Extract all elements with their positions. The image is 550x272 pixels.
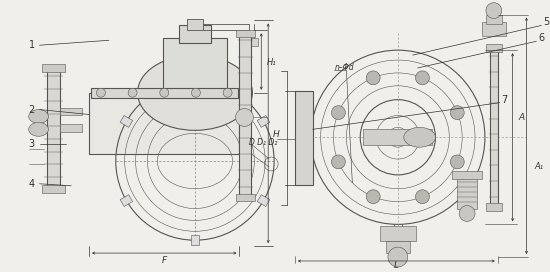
Circle shape (235, 109, 254, 126)
Circle shape (415, 190, 430, 204)
Bar (380, 226, 416, 241)
Bar (165, 40, 224, 70)
Circle shape (160, 88, 169, 97)
Circle shape (486, 3, 502, 18)
Bar (452, 171, 482, 179)
Circle shape (332, 155, 345, 169)
Bar (486, 203, 502, 211)
Bar (457, 174, 477, 209)
Circle shape (96, 88, 106, 97)
Circle shape (366, 71, 380, 85)
Text: 2: 2 (29, 104, 35, 115)
Text: H₁: H₁ (267, 58, 277, 67)
Text: 3: 3 (29, 139, 35, 149)
Bar (486, 44, 502, 52)
Circle shape (388, 247, 408, 267)
Bar (244, 38, 258, 46)
Polygon shape (191, 235, 199, 245)
Bar (239, 32, 251, 196)
Text: n–Φd: n–Φd (334, 63, 354, 73)
Bar (295, 91, 313, 185)
Text: 5: 5 (543, 17, 549, 27)
Ellipse shape (29, 122, 48, 136)
Bar (363, 129, 432, 145)
Circle shape (366, 190, 380, 204)
Text: F: F (162, 256, 167, 265)
Circle shape (450, 106, 464, 120)
Text: A₁: A₁ (535, 162, 543, 171)
Bar (235, 194, 255, 201)
Text: 1: 1 (29, 40, 35, 50)
Text: L: L (393, 261, 398, 270)
Bar (42, 64, 65, 72)
Text: 4: 4 (29, 179, 35, 189)
Bar (386, 241, 410, 253)
Bar (482, 23, 505, 36)
Polygon shape (257, 116, 270, 127)
Text: D D₁ D₂: D D₁ D₂ (249, 138, 277, 147)
Text: 7: 7 (502, 95, 508, 105)
Circle shape (191, 88, 200, 97)
Bar (60, 124, 82, 132)
Bar (163, 38, 227, 89)
Bar (486, 14, 502, 24)
Circle shape (415, 71, 430, 85)
Bar (179, 26, 211, 43)
Polygon shape (120, 195, 133, 206)
Circle shape (450, 155, 464, 169)
Bar (91, 88, 238, 98)
Bar (60, 108, 82, 116)
Polygon shape (257, 195, 270, 206)
Text: 6: 6 (538, 33, 544, 43)
Bar (89, 93, 239, 154)
Ellipse shape (29, 110, 48, 123)
Bar (235, 30, 255, 37)
Polygon shape (191, 77, 199, 87)
Bar (187, 18, 203, 30)
Text: H: H (273, 130, 280, 139)
Circle shape (332, 106, 345, 120)
Polygon shape (120, 116, 133, 127)
Circle shape (223, 88, 232, 97)
Circle shape (459, 206, 475, 221)
Bar (42, 185, 65, 193)
Ellipse shape (404, 127, 436, 147)
Bar (47, 68, 60, 187)
Bar (490, 48, 498, 205)
Circle shape (128, 88, 137, 97)
Text: A: A (519, 113, 525, 122)
Ellipse shape (138, 55, 252, 130)
